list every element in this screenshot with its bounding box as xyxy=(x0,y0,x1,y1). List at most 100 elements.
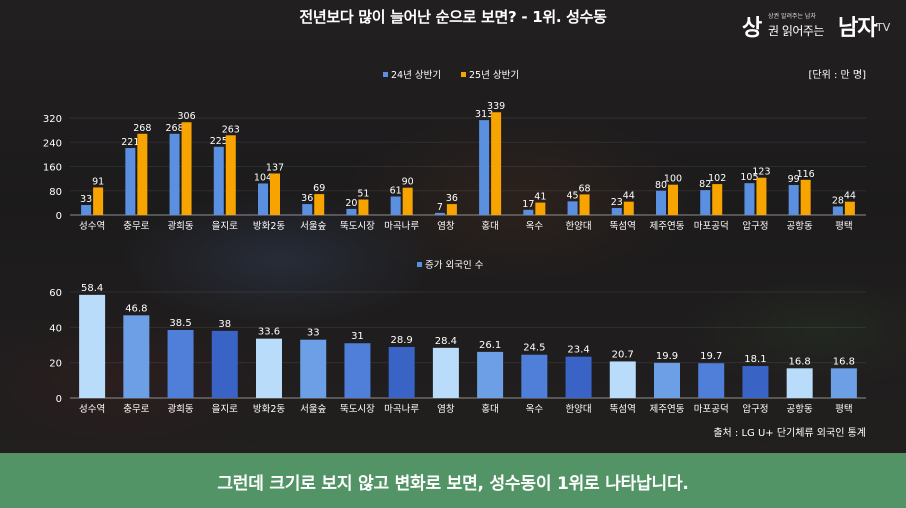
bar-bottom-16 xyxy=(786,368,813,398)
bar-bottom-6 xyxy=(344,343,371,398)
bar-top-0-14 xyxy=(700,190,711,215)
x-tick-top-15: 압구정 xyxy=(742,220,768,232)
bar-top-0-10 xyxy=(523,209,534,215)
y-tick-bottom-2: 40 xyxy=(49,323,62,334)
logo-right-text: 남자 xyxy=(838,16,877,41)
data-label-bottom-17: 16.8 xyxy=(833,356,855,367)
data-label-top-0-9: 313 xyxy=(475,109,493,120)
bar-bottom-7 xyxy=(388,346,415,398)
data-label-top-0-4: 104 xyxy=(254,172,272,183)
data-label-top-1-12: 44 xyxy=(623,191,635,202)
data-label-bottom-7: 28.9 xyxy=(391,335,413,346)
charts-canvas: [단위 : 만 명]24년 상반기 25년 상반기0801602403203391… xyxy=(43,68,866,439)
x-tick-bottom-16: 공항동 xyxy=(787,404,813,415)
x-tick-bottom-1: 충무로 xyxy=(123,404,149,415)
y-tick-bottom-1: 20 xyxy=(49,359,62,370)
x-tick-bottom-0: 성수역 xyxy=(79,404,105,415)
x-tick-top-16: 공항동 xyxy=(787,221,813,232)
x-tick-bottom-3: 을지로 xyxy=(212,404,238,415)
data-label-bottom-11: 23.4 xyxy=(567,345,589,356)
bar-top-0-12 xyxy=(611,208,622,215)
x-tick-top-11: 한양대 xyxy=(565,221,591,232)
data-label-bottom-16: 16.8 xyxy=(789,356,811,367)
bar-top-0-17 xyxy=(832,206,843,215)
bar-top-0-3 xyxy=(213,146,224,215)
unit-note: [단위 : 만 명] xyxy=(808,68,866,81)
bar-top-0-15 xyxy=(744,183,755,215)
data-label-top-0-14: 82 xyxy=(699,179,711,190)
x-tick-top-7: 마곡나루 xyxy=(384,221,419,232)
data-label-bottom-15: 18.1 xyxy=(744,354,766,365)
data-label-top-1-3: 263 xyxy=(222,124,240,135)
bar-top-1-16 xyxy=(800,179,811,215)
y-tick-top-3: 240 xyxy=(43,138,62,149)
data-label-top-1-5: 69 xyxy=(313,183,325,194)
data-label-top-0-8: 7 xyxy=(437,202,443,213)
bar-top-1-9 xyxy=(491,112,502,215)
data-label-top-0-15: 105 xyxy=(740,172,758,183)
x-tick-bottom-15: 압구정 xyxy=(742,403,768,415)
data-label-bottom-10: 24.5 xyxy=(523,343,545,354)
x-tick-top-13: 제주연동 xyxy=(650,221,685,232)
data-label-bottom-3: 38 xyxy=(218,319,231,330)
bar-bottom-1 xyxy=(123,315,150,398)
x-tick-bottom-9: 홍대 xyxy=(481,403,498,415)
bar-top-1-10 xyxy=(535,202,546,215)
logo-small-text: 상권 알려주는 남자 xyxy=(768,13,816,20)
bar-bottom-12 xyxy=(609,361,636,398)
bar-top-0-4 xyxy=(258,183,268,215)
data-label-bottom-5: 33 xyxy=(307,328,320,339)
bar-bottom-5 xyxy=(300,339,327,398)
legend-label-bottom: 증가 외국인 수 xyxy=(425,259,484,271)
bar-bottom-4 xyxy=(256,338,282,398)
x-tick-top-8: 염창 xyxy=(437,221,455,232)
bar-top-1-14 xyxy=(712,184,723,215)
x-tick-bottom-5: 서울숲 xyxy=(300,404,326,415)
bar-top-1-15 xyxy=(756,177,767,215)
data-label-top-0-17: 28 xyxy=(832,196,844,207)
data-label-top-0-11: 45 xyxy=(567,190,579,201)
x-tick-top-2: 광희동 xyxy=(167,220,193,232)
x-tick-top-0: 성수역 xyxy=(79,221,105,232)
bar-bottom-10 xyxy=(521,354,548,398)
data-label-top-0-0: 33 xyxy=(80,194,92,205)
y-tick-top-1: 80 xyxy=(49,187,62,198)
bar-top-0-0 xyxy=(81,204,92,215)
bar-top-0-2 xyxy=(169,133,180,215)
bar-top-0-5 xyxy=(302,204,313,215)
source-note: 출처 : LG U+ 단기체류 외국인 통계 xyxy=(713,427,866,439)
bar-top-1-12 xyxy=(623,201,634,215)
data-label-top-1-15: 123 xyxy=(752,167,770,178)
data-label-top-0-12: 23 xyxy=(611,197,623,208)
bar-top-1-11 xyxy=(579,194,590,215)
legend-swatch-1 xyxy=(461,72,466,77)
y-tick-bottom-3: 60 xyxy=(49,288,62,299)
bar-top-1-0 xyxy=(93,187,104,215)
x-tick-top-3: 을지로 xyxy=(212,221,238,232)
bar-top-0-6 xyxy=(346,208,357,215)
bar-top-0-7 xyxy=(390,196,401,215)
x-tick-bottom-10: 옥수 xyxy=(526,404,544,415)
bar-bottom-0 xyxy=(79,294,106,398)
y-tick-top-2: 160 xyxy=(43,163,62,174)
bar-top-1-2 xyxy=(181,122,192,215)
x-tick-top-9: 홍대 xyxy=(481,220,498,232)
data-label-top-0-16: 99 xyxy=(788,174,800,185)
bar-top-1-5 xyxy=(314,194,325,215)
data-label-top-0-10: 17 xyxy=(522,199,534,210)
data-label-top-1-6: 51 xyxy=(357,189,369,200)
bar-bottom-3 xyxy=(211,330,238,398)
data-label-top-1-17: 44 xyxy=(844,191,856,202)
legend-swatch-bottom xyxy=(417,262,422,267)
bar-top-0-9 xyxy=(479,120,490,215)
bar-bottom-13 xyxy=(654,362,680,398)
channel-logo: 상 상권 알려주는 남자 권 읽어주는 남자 TV xyxy=(742,8,892,44)
logo-tv-text: TV xyxy=(876,21,891,34)
data-label-top-1-16: 116 xyxy=(797,169,815,180)
x-tick-bottom-8: 염창 xyxy=(437,404,455,415)
y-tick-top-4: 320 xyxy=(43,114,62,125)
bar-top-1-4 xyxy=(270,173,280,215)
bar-bottom-17 xyxy=(830,368,857,398)
data-label-top-1-0: 91 xyxy=(92,176,104,187)
x-tick-top-5: 서울숲 xyxy=(300,221,326,232)
